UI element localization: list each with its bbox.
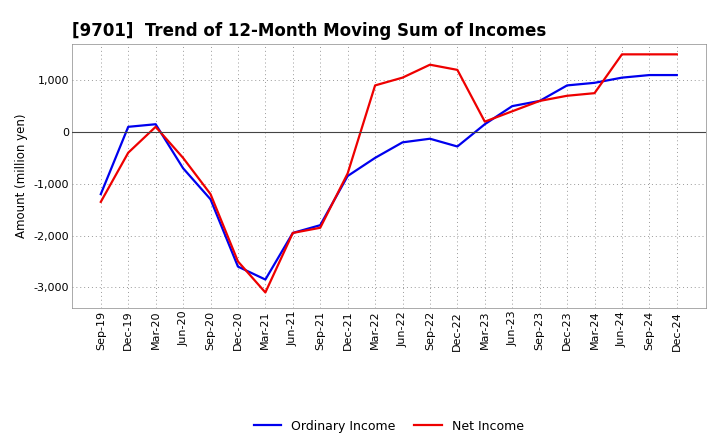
Ordinary Income [151,121,160,127]
Ordinary Income [563,83,572,88]
Net Income [618,52,626,57]
Ordinary Income [289,230,297,235]
Net Income [480,119,489,124]
Ordinary Income [618,75,626,80]
Net Income [371,83,379,88]
Net Income [289,230,297,235]
Ordinary Income [480,121,489,127]
Net Income [536,98,544,103]
Net Income [563,93,572,99]
Legend: Ordinary Income, Net Income: Ordinary Income, Net Income [248,414,529,437]
Net Income [316,225,325,231]
Net Income [179,155,187,161]
Net Income [590,91,599,96]
Net Income [508,109,516,114]
Net Income [398,75,407,80]
Net Income [206,191,215,197]
Net Income [261,290,270,295]
Line: Ordinary Income: Ordinary Income [101,75,677,279]
Ordinary Income [590,80,599,85]
Ordinary Income [233,264,242,269]
Net Income [672,52,681,57]
Net Income [343,171,352,176]
Ordinary Income [426,136,434,141]
Ordinary Income [536,98,544,103]
Ordinary Income [206,197,215,202]
Ordinary Income [645,73,654,78]
Ordinary Income [508,103,516,109]
Ordinary Income [96,191,105,197]
Net Income [96,199,105,205]
Ordinary Income [316,223,325,228]
Net Income [453,67,462,73]
Ordinary Income [179,165,187,171]
Text: [9701]  Trend of 12-Month Moving Sum of Incomes: [9701] Trend of 12-Month Moving Sum of I… [72,22,546,40]
Net Income [426,62,434,67]
Net Income [233,259,242,264]
Net Income [151,124,160,129]
Y-axis label: Amount (million yen): Amount (million yen) [15,114,28,238]
Ordinary Income [343,173,352,179]
Ordinary Income [453,144,462,149]
Ordinary Income [398,140,407,145]
Ordinary Income [371,155,379,161]
Net Income [124,150,132,155]
Ordinary Income [672,73,681,78]
Ordinary Income [124,124,132,129]
Line: Net Income: Net Income [101,55,677,293]
Net Income [645,52,654,57]
Ordinary Income [261,277,270,282]
